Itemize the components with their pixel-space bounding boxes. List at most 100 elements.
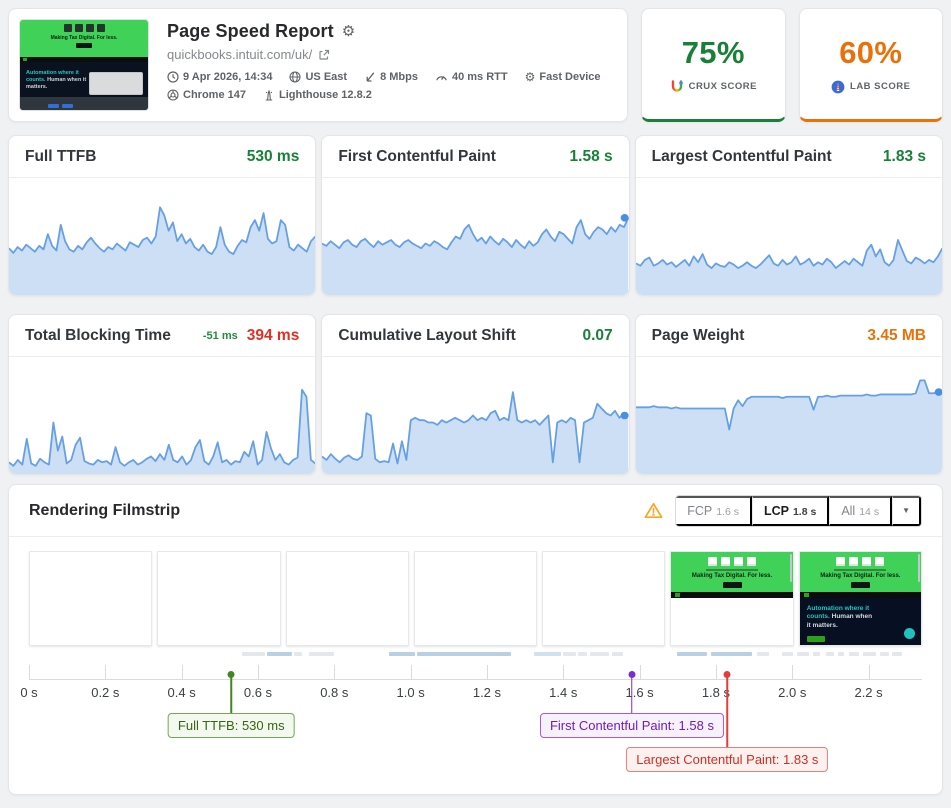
filmstrip-frame[interactable] [413,551,538,646]
timeline-marker-line [230,675,232,717]
filmstrip-frame[interactable] [157,551,281,646]
page-weight-sparkline[interactable] [635,357,942,474]
meta-test-time: 9 Apr 2026, 14:34 [167,71,272,83]
timeline-tick [105,665,107,679]
metric-value: 0.07 [582,327,613,344]
metric-card-full-ttfb[interactable]: Full TTFB 530 ms [8,135,317,296]
crux-logo-icon [671,80,683,92]
crux-score-card[interactable]: 75% CRUX SCORE [641,8,786,122]
filmstrip-frame[interactable]: Making Tax Digital. For less. Automation … [798,551,922,646]
meta-region: US East [289,71,347,83]
lab-score-card[interactable]: 60% LAB SCORE [798,8,943,122]
frame-banner: Making Tax Digital. For less. [799,552,921,592]
timeline-tick-label: 1.0 s [396,685,425,700]
lighthouse-icon [265,89,273,101]
timeline-tick [792,665,794,679]
lab-score-label-row: LAB SCORE [831,80,910,94]
timeline-tick-label: 1.2 s [472,685,502,700]
warning-icon[interactable] [644,502,663,519]
report-url-text[interactable]: quickbooks.intuit.com/uk/ [167,47,313,62]
chevron-down-icon: ▼ [902,506,910,515]
report-url[interactable]: quickbooks.intuit.com/uk/ [167,47,601,62]
timeline-tick [334,665,336,679]
filmstrip-frame[interactable] [285,551,409,646]
meta-rows: 9 Apr 2026, 14:34 US East 8 Mbps 40 [167,71,601,101]
timeline-tick [410,665,412,679]
page-thumbnail[interactable]: Making Tax Digital. For less. Automation… [19,19,149,111]
timeline-tick [563,665,565,679]
timeline-tick-label: 0.4 s [167,685,196,700]
meta-device: ⚙ Fast Device [524,70,601,84]
frame-body [671,598,793,645]
metric-card-cls[interactable]: Cumulative Layout Shift 0.07 [321,314,630,475]
header-info: Page Speed Report ⚙ quickbooks.intuit.co… [167,19,601,101]
timeline-tick-label: 1.6 s [625,685,654,700]
thumb-dialog [89,72,143,95]
range-dropdown-caret[interactable]: ▼ [892,495,921,526]
metric-title: Largest Contentful Paint [651,148,832,165]
filmstrip-range-switcher: FCP 1.6 s LCP 1.8 s All 14 s ▼ [675,494,922,527]
thumb-banner: Making Tax Digital. For less. [20,20,148,57]
external-link-icon[interactable] [318,49,330,61]
device-icon: ⚙ [524,70,536,84]
chrome-icon [167,89,179,101]
filmstrip-frame[interactable] [542,551,666,646]
crux-score-value: 75% [681,35,745,70]
metric-card-page-weight[interactable]: Page Weight 3.45 MB [634,314,943,475]
timeline-marker-line [726,675,729,751]
timeline: 0 s 0.2 s 0.4 s 0.6 s 0.8 s 1.0 s 1.2 s 1.4 s 1.… [20,665,922,794]
metrics-grid: Full TTFB 530 ms First Contentful Paint … [8,135,943,475]
timeline-marker-label: Full TTFB: 530 ms [167,713,295,738]
page-title: Page Speed Report [167,21,334,41]
metric-title: Full TTFB [25,148,97,165]
full-ttfb-sparkline[interactable] [9,178,316,295]
lab-score-value: 60% [839,34,903,70]
range-button-fcp[interactable]: FCP 1.6 s [676,495,752,526]
meta-rtt: 40 ms RTT [435,71,508,83]
metric-value: 3.45 MB [867,327,926,344]
metric-title: Total Blocking Time [25,327,171,344]
frame-navbar [799,592,921,598]
crux-score-label-row: CRUX SCORE [670,80,757,93]
settings-gear-icon[interactable]: ⚙ [341,23,356,40]
range-button-lcp[interactable]: LCP 1.8 s [751,495,830,526]
timeline-tick-label: 1.4 s [549,685,578,700]
timeline-marker-label: First Contentful Paint: 1.58 s [539,713,724,738]
filmstrip-title: Rendering Filmstrip [29,501,181,519]
metric-value: 1.58 s [569,148,613,165]
metric-title: Page Weight [651,327,745,344]
metric-delta-badge: -51 ms [202,330,238,342]
tbt-sparkline[interactable] [9,357,316,474]
metric-title: Cumulative Layout Shift [338,327,516,344]
speed-icon [366,72,375,82]
metric-card-fcp[interactable]: First Contentful Paint 1.58 s [321,135,630,296]
cls-sparkline[interactable] [322,357,629,474]
frame-navbar [671,592,793,598]
metric-value: 530 ms [246,148,300,165]
timeline-tick [486,665,488,679]
metric-value: 1.83 s [882,148,926,165]
timeline-tick [639,665,641,679]
timeline-tick-label: 0 s [20,685,38,700]
filmstrip-frame[interactable]: Making Tax Digital. For less. [670,551,794,646]
thumb-navbar [20,57,148,62]
timeline-marker-label: Largest Contentful Paint: 1.83 s [626,747,829,772]
lcp-sparkline[interactable] [635,178,942,295]
metric-card-lcp[interactable]: Largest Contentful Paint 1.83 s [634,135,943,296]
fcp-sparkline[interactable] [322,178,629,295]
timeline-tick [868,665,870,679]
report-header-card: Making Tax Digital. For less. Automation… [8,8,628,122]
filmstrip-frame[interactable] [29,551,153,646]
metric-card-tbt[interactable]: Total Blocking Time -51 ms 394 ms [8,314,317,475]
timeline-axis [29,679,922,680]
frame-body: Automation where it counts. Human when i… [799,598,921,645]
timeline-tick [29,665,30,679]
timeline-tick [181,665,183,679]
meta-lighthouse-version: Lighthouse 12.8.2 [263,89,372,101]
rendering-filmstrip-card: Rendering Filmstrip FCP 1.6 s LCP 1.8 s Al… [8,484,943,795]
filmstrip-frames: Making Tax Digital. For less. Making Tax … [29,551,922,646]
range-button-all[interactable]: All 14 s [829,495,893,526]
rtt-gauge-icon [436,76,447,81]
timeline-tick [715,665,717,679]
